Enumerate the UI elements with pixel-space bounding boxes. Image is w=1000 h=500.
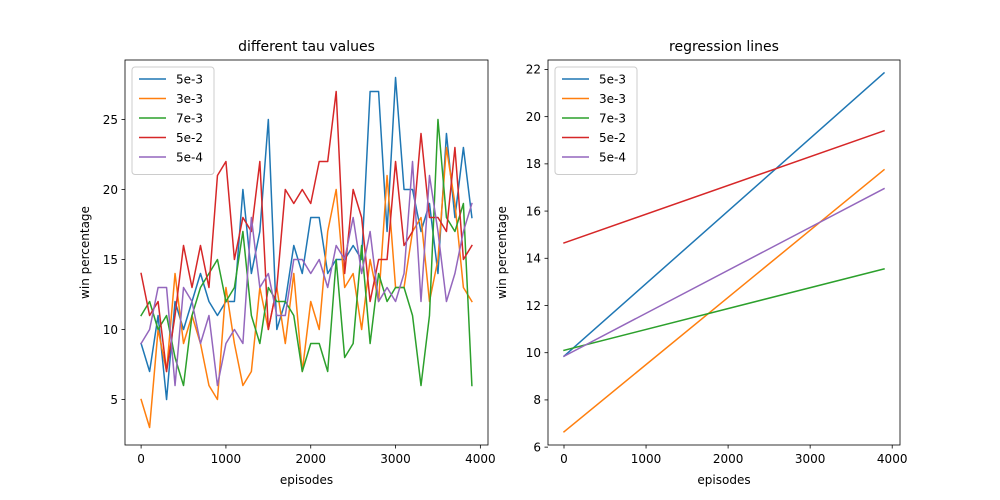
series-line-5e-2 <box>140 90 473 373</box>
regression-lines-chart: 0 1000 2000 3000 4000 6 8 10 12 14 16 18 20 22 regress… <box>495 39 907 487</box>
y-tick-label: 6 <box>533 440 541 454</box>
y-tick-label: 20 <box>103 183 118 197</box>
legend-label: 5e-3 <box>176 72 203 86</box>
x-tick-label: 0 <box>137 452 145 466</box>
legend-label: 5e-3 <box>599 72 626 86</box>
y-tick-label: 18 <box>526 157 541 171</box>
legend: 5e-3 3e-3 7e-3 5e-2 5e-4 <box>131 66 215 175</box>
x-axis-label: episodes <box>280 473 333 487</box>
series-line-5e-4 <box>140 160 473 387</box>
x-tick-label: 1000 <box>631 452 662 466</box>
chart-title: regression lines <box>669 39 779 55</box>
series-line-7e-3 <box>140 118 473 387</box>
legend: 5e-3 3e-3 7e-3 5e-2 5e-4 <box>554 66 638 175</box>
series-line-5e-3 <box>562 71 886 358</box>
series-line-5e-2 <box>563 129 885 244</box>
legend-label: 5e-4 <box>176 150 203 164</box>
series-line-5e-4 <box>562 187 886 358</box>
legend-label: 3e-3 <box>176 92 203 106</box>
y-tick-label: 10 <box>526 346 541 360</box>
y-tick-label: 22 <box>526 63 541 77</box>
y-tick-label: 8 <box>533 393 541 407</box>
series-lines <box>140 76 473 429</box>
legend-label: 5e-2 <box>599 131 626 145</box>
axes-frame <box>124 59 489 446</box>
legend-box <box>554 66 638 175</box>
y-axis-label: win percentage <box>495 206 509 299</box>
chart-title: different tau values <box>238 39 375 55</box>
x-tick-label: 2000 <box>295 452 326 466</box>
y-tick-label: 5 <box>110 393 118 407</box>
series-line-3e-3 <box>562 168 886 433</box>
y-tick-label: 16 <box>526 204 541 218</box>
legend-label: 5e-4 <box>599 150 626 164</box>
legend-label: 7e-3 <box>176 111 203 125</box>
x-tick-label: 4000 <box>877 452 908 466</box>
series-line-7e-3 <box>563 267 885 352</box>
legend-box <box>131 66 215 175</box>
x-tick-label: 4000 <box>465 452 496 466</box>
y-tick-label: 25 <box>103 113 118 127</box>
x-tick-label: 1000 <box>211 452 242 466</box>
x-axis-label: episodes <box>697 473 750 487</box>
y-axis-label: win percentage <box>78 206 92 299</box>
series-line-5e-3 <box>140 76 473 401</box>
tau-values-chart: 0 1000 2000 3000 4000 5 10 15 20 25 different tau … <box>78 39 496 487</box>
axes-frame <box>547 59 901 446</box>
x-tick-label: 3000 <box>795 452 826 466</box>
x-tick-label: 0 <box>560 452 568 466</box>
series-lines <box>562 71 886 433</box>
legend-label: 5e-2 <box>176 131 203 145</box>
legend-label: 3e-3 <box>599 92 626 106</box>
y-tick-label: 10 <box>103 323 118 337</box>
y-tick-label: 14 <box>526 252 541 266</box>
x-tick-label: 2000 <box>713 452 744 466</box>
x-tick-label: 3000 <box>380 452 411 466</box>
y-tick-label: 20 <box>526 110 541 124</box>
y-tick-label: 15 <box>103 253 118 267</box>
legend-label: 7e-3 <box>599 111 626 125</box>
y-tick-label: 12 <box>526 299 541 313</box>
